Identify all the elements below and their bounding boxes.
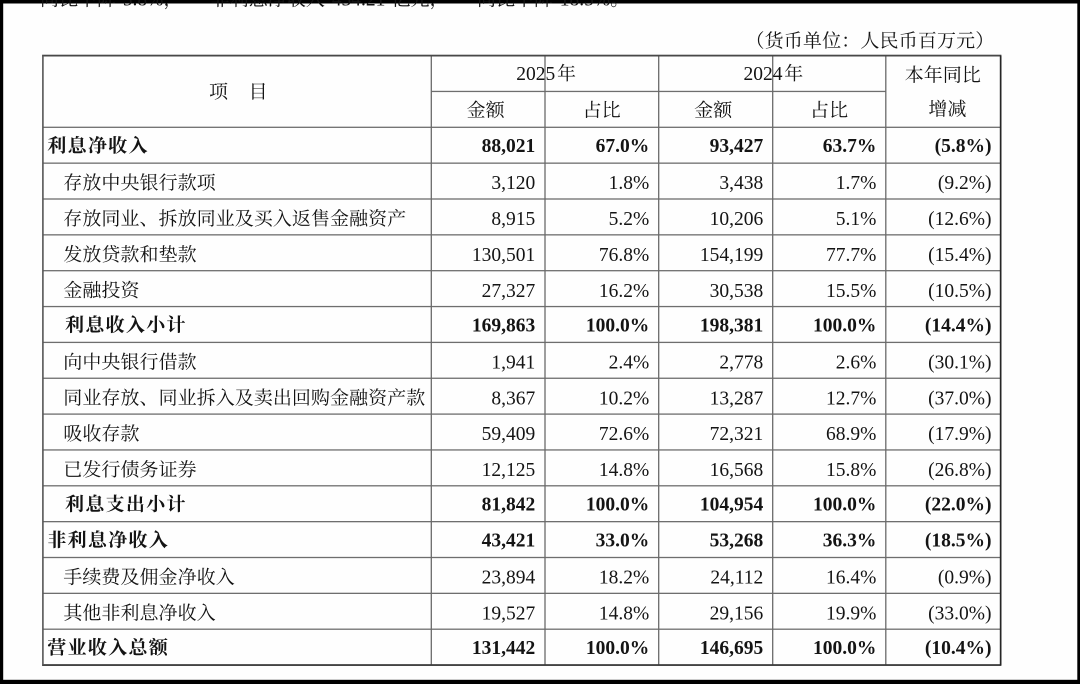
svg-text:100.0%: 100.0% xyxy=(813,495,876,516)
svg-text:2.4%: 2.4% xyxy=(609,353,650,374)
svg-text:(30.1%): (30.1%) xyxy=(928,353,991,374)
svg-text:(33.0%): (33.0%) xyxy=(928,604,991,625)
svg-text:15.8%: 15.8% xyxy=(826,460,876,481)
svg-text:2025: 2025 xyxy=(516,64,555,85)
svg-text:14.8%: 14.8% xyxy=(599,604,649,625)
svg-text:198,381: 198,381 xyxy=(700,315,763,336)
svg-text:169,863: 169,863 xyxy=(472,315,536,336)
svg-text:81,842: 81,842 xyxy=(482,495,536,516)
svg-text:(12.6%): (12.6%) xyxy=(928,209,991,230)
svg-text:(15.4%): (15.4%) xyxy=(928,245,991,266)
svg-text:72.6%: 72.6% xyxy=(599,424,649,445)
svg-text:15.5%: 15.5% xyxy=(826,281,876,302)
svg-text:16,568: 16,568 xyxy=(710,460,764,481)
svg-text:88,021: 88,021 xyxy=(482,136,536,157)
svg-text:14.8%: 14.8% xyxy=(599,460,649,481)
svg-text:2.6%: 2.6% xyxy=(836,353,877,374)
svg-text:(9.2%): (9.2%) xyxy=(938,173,992,194)
svg-text:77.7%: 77.7% xyxy=(826,245,876,266)
svg-text:30,538: 30,538 xyxy=(710,281,764,302)
svg-text:100.0%: 100.0% xyxy=(813,638,876,659)
svg-text:146,695: 146,695 xyxy=(700,638,764,659)
svg-text:59,409: 59,409 xyxy=(482,424,536,445)
svg-text:100.0%: 100.0% xyxy=(586,495,649,516)
svg-text:12,125: 12,125 xyxy=(482,460,536,481)
svg-text:154,199: 154,199 xyxy=(700,245,763,266)
svg-text:23,894: 23,894 xyxy=(482,568,536,589)
svg-text:18.5%: 18.5% xyxy=(560,0,610,11)
svg-text:67.0%: 67.0% xyxy=(596,136,650,157)
svg-text:16.2%: 16.2% xyxy=(599,281,649,302)
svg-text:19.9%: 19.9% xyxy=(826,604,876,625)
svg-text:2024: 2024 xyxy=(744,64,783,85)
svg-text:72,321: 72,321 xyxy=(710,424,764,445)
svg-text:10,206: 10,206 xyxy=(710,209,764,230)
svg-text:(0.9%): (0.9%) xyxy=(938,568,992,589)
svg-text:13,287: 13,287 xyxy=(710,388,764,409)
svg-text:100.0%: 100.0% xyxy=(813,315,876,336)
svg-text:131,442: 131,442 xyxy=(472,638,535,659)
svg-text:5.1%: 5.1% xyxy=(836,209,877,230)
svg-text:(18.5%): (18.5%) xyxy=(925,531,992,552)
svg-text:18.2%: 18.2% xyxy=(599,568,649,589)
svg-text:16.4%: 16.4% xyxy=(826,568,876,589)
svg-text:(37.0%): (37.0%) xyxy=(928,388,991,409)
svg-text:3,120: 3,120 xyxy=(491,173,535,194)
svg-text:8,915: 8,915 xyxy=(491,209,535,230)
svg-text:93,427: 93,427 xyxy=(710,136,764,157)
svg-text:19,527: 19,527 xyxy=(482,604,536,625)
svg-text:68.9%: 68.9% xyxy=(826,424,876,445)
svg-text:(10.5%): (10.5%) xyxy=(928,281,991,302)
svg-text:2,778: 2,778 xyxy=(719,353,763,374)
svg-text:5.2%: 5.2% xyxy=(609,209,650,230)
svg-text:434.21: 434.21 xyxy=(332,0,386,11)
svg-text:76.8%: 76.8% xyxy=(599,245,649,266)
svg-text:(14.4%): (14.4%) xyxy=(925,315,992,336)
svg-text:104,954: 104,954 xyxy=(700,495,764,516)
svg-text:1.8%: 1.8% xyxy=(609,173,650,194)
svg-text:(17.9%): (17.9%) xyxy=(928,424,991,445)
svg-text:100.0%: 100.0% xyxy=(586,638,649,659)
svg-text:1.7%: 1.7% xyxy=(836,173,877,194)
svg-text:8,367: 8,367 xyxy=(491,388,535,409)
svg-text:(10.4%): (10.4%) xyxy=(925,638,992,659)
svg-text:43,421: 43,421 xyxy=(482,531,536,552)
svg-text:29,156: 29,156 xyxy=(710,604,764,625)
svg-text:100.0%: 100.0% xyxy=(586,315,649,336)
svg-text:24,112: 24,112 xyxy=(710,568,763,589)
svg-text:10.2%: 10.2% xyxy=(599,388,649,409)
svg-text:5.8%: 5.8% xyxy=(123,0,164,11)
svg-text:130,501: 130,501 xyxy=(472,245,535,266)
svg-text:(26.8%): (26.8%) xyxy=(928,460,991,481)
svg-text:(22.0%): (22.0%) xyxy=(925,495,992,516)
svg-text:(5.8%): (5.8%) xyxy=(935,136,992,157)
svg-text:1,941: 1,941 xyxy=(491,353,535,374)
svg-text:12.7%: 12.7% xyxy=(826,388,876,409)
svg-text:3,438: 3,438 xyxy=(719,173,763,194)
svg-text:33.0%: 33.0% xyxy=(596,531,650,552)
svg-text:27,327: 27,327 xyxy=(482,281,536,302)
svg-text:63.7%: 63.7% xyxy=(823,136,877,157)
svg-text:53,268: 53,268 xyxy=(710,531,764,552)
svg-text:36.3%: 36.3% xyxy=(823,531,877,552)
